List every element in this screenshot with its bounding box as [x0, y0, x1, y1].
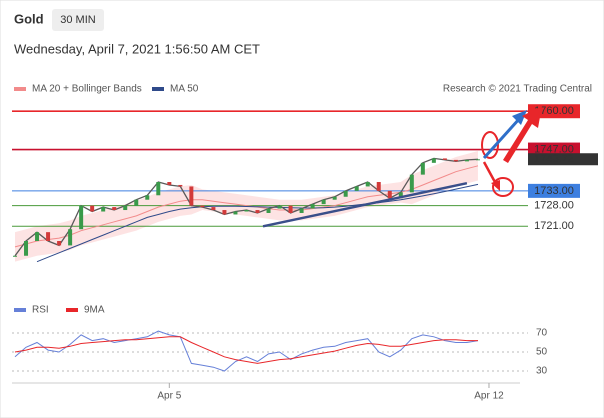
candle — [112, 207, 117, 211]
candle — [123, 205, 128, 211]
legend-swatch — [14, 308, 26, 312]
candle — [288, 205, 293, 213]
candle — [354, 186, 359, 191]
annotation-arrowhead — [512, 110, 527, 125]
level-label: 1760.00 — [534, 105, 574, 117]
timeframe-badge — [52, 9, 104, 31]
timeframe: 30 MIN — [60, 14, 96, 26]
candle — [398, 192, 403, 199]
candle — [57, 241, 62, 246]
level-label: 1721.00 — [534, 220, 574, 232]
candle — [387, 190, 392, 199]
candle — [222, 210, 227, 215]
candle — [442, 158, 447, 160]
last-price-label: 1743.72 — [534, 153, 574, 165]
annotation-circle — [492, 177, 514, 197]
candle — [189, 186, 194, 206]
candle — [24, 241, 29, 256]
level-box — [528, 142, 580, 157]
candle — [35, 232, 40, 242]
candle — [79, 205, 84, 230]
candle — [453, 159, 458, 162]
level-box — [528, 183, 580, 198]
chart-title: Gold — [14, 11, 44, 26]
candle — [475, 159, 480, 161]
annotation-arrow-red — [482, 161, 498, 185]
candle — [200, 205, 205, 208]
source: Research © 2021 Trading Central — [443, 84, 592, 95]
candle — [13, 255, 17, 257]
candle — [233, 211, 238, 215]
candle — [310, 204, 315, 209]
level-label: 1733.00 — [534, 185, 574, 197]
candle — [332, 196, 337, 200]
candle — [376, 182, 381, 191]
trend-line — [262, 181, 468, 228]
legend-swatch — [152, 87, 164, 91]
rsi-line — [14, 330, 479, 372]
candle — [464, 159, 469, 162]
candle — [68, 229, 73, 246]
ma-line — [36, 183, 479, 263]
candle — [46, 232, 51, 242]
level-label: 1747.00 — [534, 143, 574, 155]
legend-label: MA 20 + Bollinger Bands — [32, 84, 142, 95]
candle — [277, 205, 282, 209]
candle — [255, 210, 260, 213]
legend-swatch — [14, 87, 26, 91]
x-tick-label: Apr 5 — [157, 391, 181, 402]
candle — [134, 199, 139, 206]
candle — [211, 207, 216, 211]
rsi-tick-label: 50 — [536, 347, 548, 358]
rsi-tick-label: 70 — [536, 328, 548, 339]
candle — [145, 195, 150, 200]
candle — [101, 207, 106, 212]
subtitle: Wednesday, April 7, 2021 1:56:50 AM CET — [14, 41, 260, 56]
legend-label: RSI — [32, 305, 49, 316]
candle — [178, 184, 183, 187]
candle — [266, 208, 271, 213]
rsi-tick-label: 30 — [536, 366, 548, 377]
candle — [431, 158, 436, 163]
level-label: 1728.00 — [534, 200, 574, 212]
annotation-arrow — [482, 116, 522, 160]
candle — [321, 199, 326, 205]
candle — [244, 210, 249, 212]
legend-label: 9MA — [84, 305, 105, 316]
last-price-box — [528, 153, 598, 166]
annotation-arrow-red — [503, 106, 542, 163]
x-tick-label: Apr 12 — [474, 391, 504, 402]
legend-label: MA 50 — [170, 84, 199, 95]
annotation-arrowhead — [491, 180, 500, 191]
legend-swatch — [66, 308, 78, 312]
candle — [90, 205, 95, 212]
candle — [156, 182, 161, 196]
annotation-circle — [481, 131, 499, 159]
candle — [409, 174, 414, 193]
candle — [167, 182, 172, 185]
candle — [299, 208, 304, 213]
candle — [365, 182, 370, 187]
rsi-line — [14, 336, 478, 364]
candle — [343, 190, 348, 197]
candle — [420, 162, 425, 175]
